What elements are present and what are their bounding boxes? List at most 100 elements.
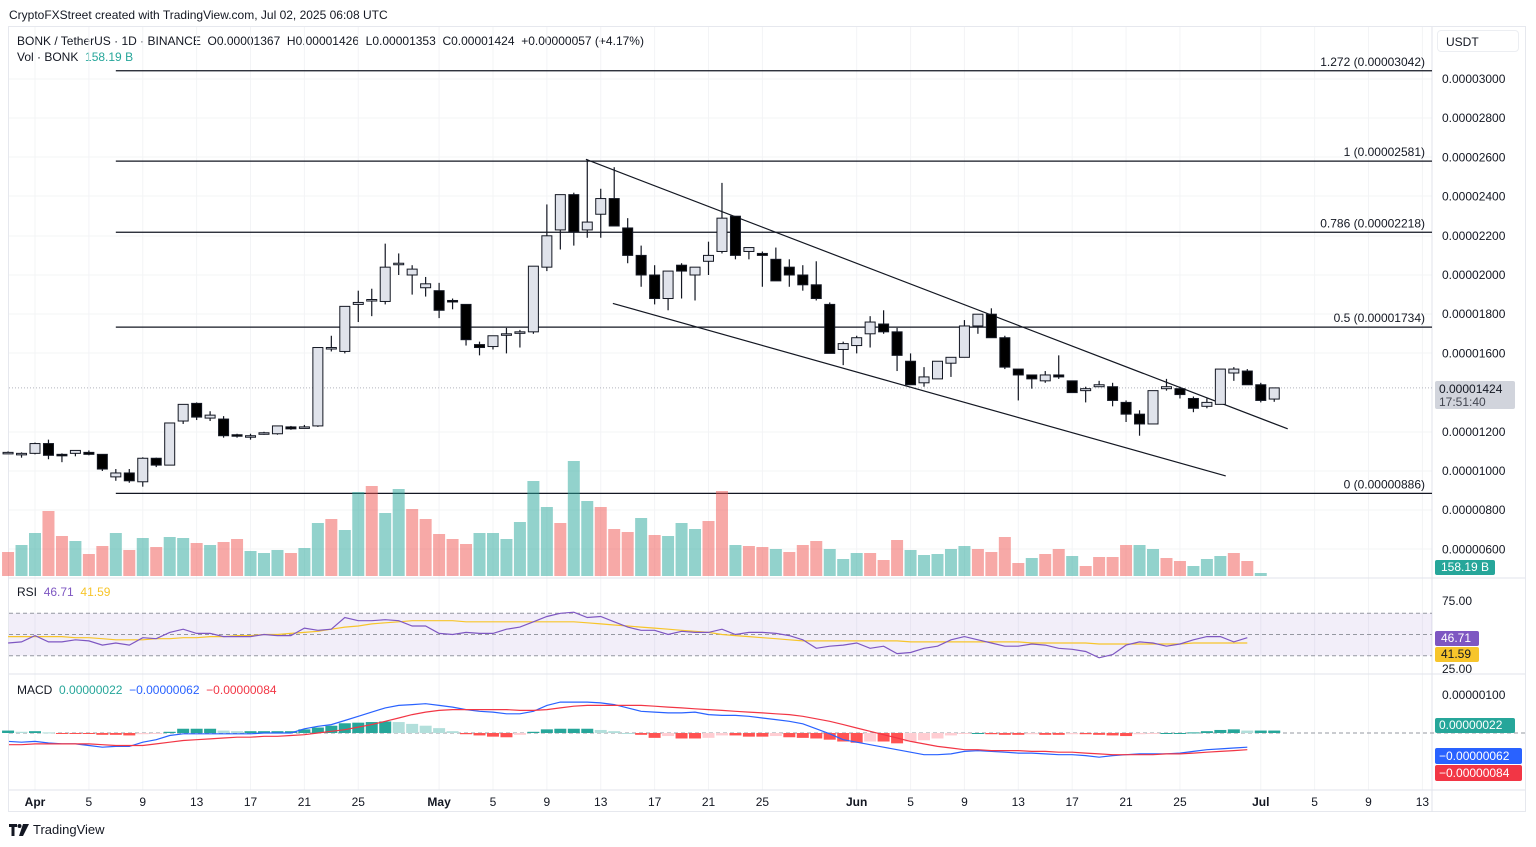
candle-body bbox=[1201, 401, 1213, 407]
candle-body bbox=[218, 418, 230, 437]
candle-body bbox=[649, 274, 661, 300]
open-value: 0.00001367 bbox=[216, 34, 281, 48]
volume-bar bbox=[406, 509, 419, 576]
price-tick-label: 0.00003000 bbox=[1442, 72, 1506, 86]
candle-body bbox=[1039, 374, 1051, 382]
time-tick-label: Jun bbox=[846, 795, 867, 809]
time-tick-label: 9 bbox=[139, 795, 146, 809]
high-value: 0.00001426 bbox=[295, 34, 359, 48]
candle-body bbox=[1107, 386, 1119, 401]
price-tick-label: 0.00001600 bbox=[1442, 346, 1506, 360]
price-tick-label: 0.00002000 bbox=[1442, 268, 1506, 282]
candle-body bbox=[1134, 413, 1146, 425]
volume-bar bbox=[486, 533, 499, 576]
macd-hist-bar bbox=[850, 733, 863, 743]
candle-body bbox=[1255, 384, 1267, 401]
candle-body bbox=[29, 443, 41, 454]
price-tick-label: 0.00002400 bbox=[1442, 190, 1506, 204]
candle-body bbox=[797, 274, 809, 286]
candle-body bbox=[298, 426, 310, 429]
currency-button[interactable]: USDT bbox=[1437, 30, 1519, 52]
rsi-legend: RSI 46.71 41.59 bbox=[17, 585, 110, 599]
tradingview-logo[interactable]: TradingView bbox=[9, 822, 105, 837]
macd-signal-badge: −0.00000084 bbox=[1435, 765, 1522, 781]
candle-body bbox=[1174, 388, 1186, 396]
macd-hist-bar bbox=[823, 733, 836, 740]
candle-body bbox=[770, 258, 782, 282]
time-tick-label: 21 bbox=[1119, 795, 1133, 809]
symbol-label[interactable]: BONK / TetherUS · 1D · BINANCE bbox=[17, 34, 201, 48]
fib-label: 0 (0.00000886) bbox=[1344, 477, 1425, 491]
volume-bar bbox=[1241, 561, 1254, 576]
time-tick-label: 17 bbox=[244, 795, 258, 809]
macd-hist-bar bbox=[1268, 730, 1281, 733]
macd-hist-bar bbox=[648, 733, 661, 738]
macd-hist-bar bbox=[998, 733, 1011, 735]
macd-hist-bar bbox=[944, 733, 957, 736]
macd-hist-bar bbox=[136, 733, 149, 735]
ohlc-legend: BONK / TetherUS · 1D · BINANCE O0.000013… bbox=[17, 34, 644, 48]
macd-hist-badge: 0.00000022 bbox=[1435, 718, 1515, 733]
volume-bar bbox=[109, 533, 122, 576]
macd-hist-bar bbox=[500, 733, 513, 738]
macd-signal-value: −0.00000084 bbox=[206, 683, 277, 697]
fib-label: 0.786 (0.00002218) bbox=[1320, 216, 1425, 230]
volume-bar bbox=[621, 532, 634, 576]
bar-countdown: 17:51:40 bbox=[1439, 395, 1486, 409]
candle-body bbox=[339, 305, 351, 352]
volume-bar bbox=[783, 552, 796, 576]
candle-body bbox=[271, 425, 283, 435]
candle-body bbox=[905, 360, 917, 386]
candle-body bbox=[150, 457, 162, 466]
volume-bar bbox=[1200, 559, 1213, 576]
price-tick-label: 0.00001800 bbox=[1442, 307, 1506, 321]
rsi-label[interactable]: RSI bbox=[17, 585, 38, 599]
volume-bar bbox=[392, 489, 405, 576]
close-label: C bbox=[442, 34, 452, 48]
macd-hist-bar bbox=[446, 731, 459, 733]
close-value: 0.00001424 bbox=[451, 34, 515, 48]
macd-hist-bar bbox=[608, 731, 621, 733]
macd-hist-bar bbox=[1241, 730, 1254, 733]
volume-bar bbox=[379, 513, 392, 576]
macd-hist-bar bbox=[958, 733, 971, 734]
candle-body bbox=[931, 360, 943, 380]
open-label: O bbox=[207, 34, 217, 48]
macd-hist-bar bbox=[460, 733, 473, 735]
volume-bar bbox=[1133, 545, 1146, 576]
candle-body bbox=[325, 347, 337, 350]
volume-bar bbox=[540, 507, 553, 576]
volume-label[interactable]: Vol · BONK bbox=[17, 50, 79, 64]
macd-hist-bar bbox=[918, 733, 931, 741]
volume-bar bbox=[244, 551, 257, 576]
candle-body bbox=[703, 254, 714, 262]
volume-bar bbox=[1254, 573, 1267, 576]
time-tick-label: 5 bbox=[1311, 795, 1318, 809]
volume-bar bbox=[1106, 557, 1119, 576]
candle-body bbox=[42, 443, 54, 456]
change-value: +0.00000057 (+4.17%) bbox=[521, 34, 644, 48]
candle-body bbox=[110, 472, 122, 478]
macd-hist-bar bbox=[527, 731, 540, 733]
macd-hist-bar bbox=[1160, 733, 1173, 734]
macd-hist-bar bbox=[244, 731, 257, 733]
volume-bars bbox=[2, 461, 1267, 576]
volume-bar bbox=[581, 501, 594, 576]
price-tick-label: 0.00001200 bbox=[1442, 425, 1506, 439]
price-tick-label: 0.00002600 bbox=[1442, 150, 1506, 164]
candle-body bbox=[1026, 374, 1038, 380]
volume-bar bbox=[29, 533, 41, 576]
macd-hist-bar bbox=[204, 728, 217, 733]
time-tick-label: 9 bbox=[544, 795, 551, 809]
volume-bar bbox=[958, 546, 971, 576]
volume-bar bbox=[796, 545, 809, 576]
candle-body bbox=[622, 227, 634, 256]
candle-body bbox=[1214, 368, 1226, 405]
candle-body bbox=[379, 266, 391, 302]
time-tick-label: 13 bbox=[190, 795, 204, 809]
price-tick-label: 0.00001000 bbox=[1442, 464, 1506, 478]
candle-body bbox=[312, 347, 324, 427]
volume-bar bbox=[177, 538, 190, 576]
macd-label[interactable]: MACD bbox=[17, 683, 53, 697]
